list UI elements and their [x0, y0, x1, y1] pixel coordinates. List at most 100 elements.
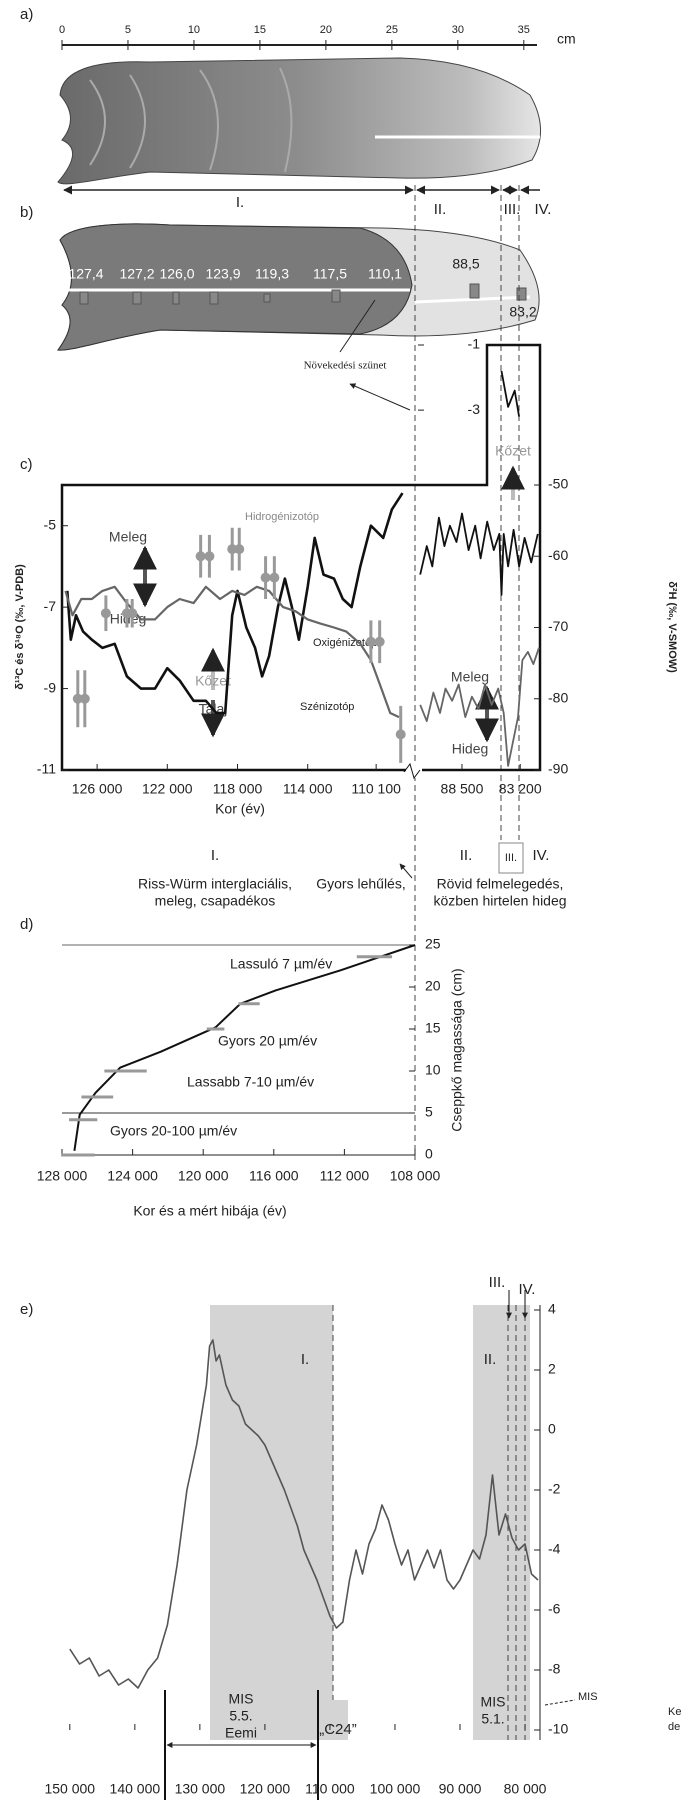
x-axis-title: Kor (év) [215, 801, 265, 817]
line [66, 492, 404, 715]
y-axis-title: δ¹³C és δ¹⁸O (‰, V-PDB) [14, 564, 26, 690]
growth-layers [89, 67, 293, 173]
annotation-arrows [133, 465, 525, 743]
panel-label: a) [20, 6, 33, 23]
annotation: MIS [481, 1694, 506, 1710]
annotation: Meleg [451, 669, 489, 685]
x-tick-label: 80 000 [504, 1781, 547, 1797]
sample-spots [79, 283, 527, 305]
stalagmite-photo [57, 57, 541, 185]
x-tick-label: 100 000 [370, 1781, 421, 1797]
point [79, 693, 90, 704]
section-label: III. [504, 201, 521, 218]
line [69, 1339, 539, 1689]
x-tick-label: 116 000 [249, 1168, 299, 1184]
period-label: III. [505, 852, 517, 864]
annotation: Meleg [109, 529, 147, 545]
annotation: MIS [578, 1691, 598, 1703]
ruler-label: 30 [452, 24, 464, 36]
annotation: III. [489, 1274, 506, 1291]
x-axis-title: Kor és a mért hibája (év) [133, 1203, 286, 1219]
x-tick-label: 124 000 [107, 1168, 158, 1184]
x-tick-label: 122 000 [142, 781, 193, 797]
ruler-label: 10 [188, 24, 200, 36]
panel-label: e) [20, 1301, 33, 1318]
y-tick-label: 25 [425, 936, 441, 952]
x-tick-label: 120 000 [178, 1168, 229, 1184]
period-shade [473, 1305, 530, 1740]
annotation: Ke [668, 1706, 681, 1718]
y-tick-label: -10 [548, 1721, 568, 1737]
period-box [498, 842, 524, 874]
y2-tick-label: -70 [548, 618, 568, 634]
annotation: de [668, 1721, 680, 1733]
period-text: Rövid felmelegedés, [437, 876, 564, 892]
period-label: I. [211, 847, 219, 864]
point [395, 729, 406, 740]
x-tick-label: 128 000 [37, 1168, 88, 1184]
x-tick-label: 118 000 [213, 781, 263, 797]
age-label: 123,9 [205, 266, 240, 282]
period-text: Gyors lehűlés, [316, 876, 405, 892]
axis-break [406, 762, 422, 778]
age-label: 110,1 [368, 266, 402, 282]
line [419, 512, 539, 596]
annotation: Gyors 20 µm/év [218, 1033, 317, 1049]
y-tick-label: -3 [468, 401, 481, 417]
axis-break [403, 762, 421, 780]
period-label: IV. [533, 847, 550, 864]
y-tick-label: 10 [425, 1062, 441, 1078]
period-text: meleg, csapadékos [155, 893, 276, 909]
annotation: MIS [229, 1691, 254, 1707]
panel-label: d) [20, 916, 33, 933]
divider [332, 1305, 526, 1740]
pointer [399, 863, 413, 879]
y-tick-label: 0 [548, 1421, 556, 1437]
annotation: Lassuló 7 µm/év [230, 956, 332, 972]
y-tick-label: 0 [425, 1146, 433, 1162]
x-tick-label: 112 000 [320, 1168, 370, 1184]
ruler-label: 0 [59, 24, 65, 36]
age-label: 119,3 [255, 266, 289, 282]
divider [414, 185, 520, 1160]
ruler-label: 20 [320, 24, 332, 36]
x-tick-label: 88 500 [441, 781, 484, 797]
annotation: 5.5. [229, 1708, 252, 1724]
note: Növekedési szünet [304, 360, 387, 372]
age-labels: 127,4 127,2 126,0 123,9 119,3 117,5 110,… [68, 256, 536, 320]
panel-label: c) [20, 456, 33, 473]
line [419, 647, 540, 767]
point [365, 636, 376, 647]
point [100, 608, 111, 619]
annotation: 5.1. [481, 1711, 504, 1727]
y-tick-label: -11 [37, 761, 56, 777]
age-label: 127,4 [68, 266, 103, 282]
y-tick-label: 15 [425, 1020, 441, 1036]
y-tick-label: -9 [44, 679, 57, 695]
annotation: II. [484, 1351, 497, 1368]
y-tick-label: -2 [548, 1481, 561, 1497]
age-label: 126,0 [159, 266, 194, 282]
x-tick-label: 90 000 [439, 1781, 482, 1797]
x-tick-label: 83 200 [499, 781, 542, 797]
series-label: Hidrogénizotóp [245, 511, 319, 523]
y-tick-label: 4 [548, 1301, 556, 1317]
y-tick-label: -7 [44, 598, 57, 614]
y2-tick-label: -80 [548, 689, 568, 705]
series-label: Szénizotóp [300, 701, 354, 713]
y-tick-label: 20 [425, 978, 441, 994]
age-label: 117,5 [313, 266, 347, 282]
age-label: 127,2 [119, 266, 154, 282]
annotation: Kőzet [195, 673, 231, 689]
x-tick-label: 110 000 [305, 1781, 355, 1797]
ruler-label: 15 [254, 24, 266, 36]
line [64, 585, 400, 719]
y2-tick-label: -50 [548, 476, 568, 492]
y-axis-title: Cseppkő magassága (cm) [449, 968, 465, 1131]
y-tick-label: -4 [548, 1541, 561, 1557]
point [204, 551, 215, 562]
annotation: Lassabb 7-10 µm/év [187, 1074, 314, 1090]
y-tick-label: -6 [548, 1601, 561, 1617]
